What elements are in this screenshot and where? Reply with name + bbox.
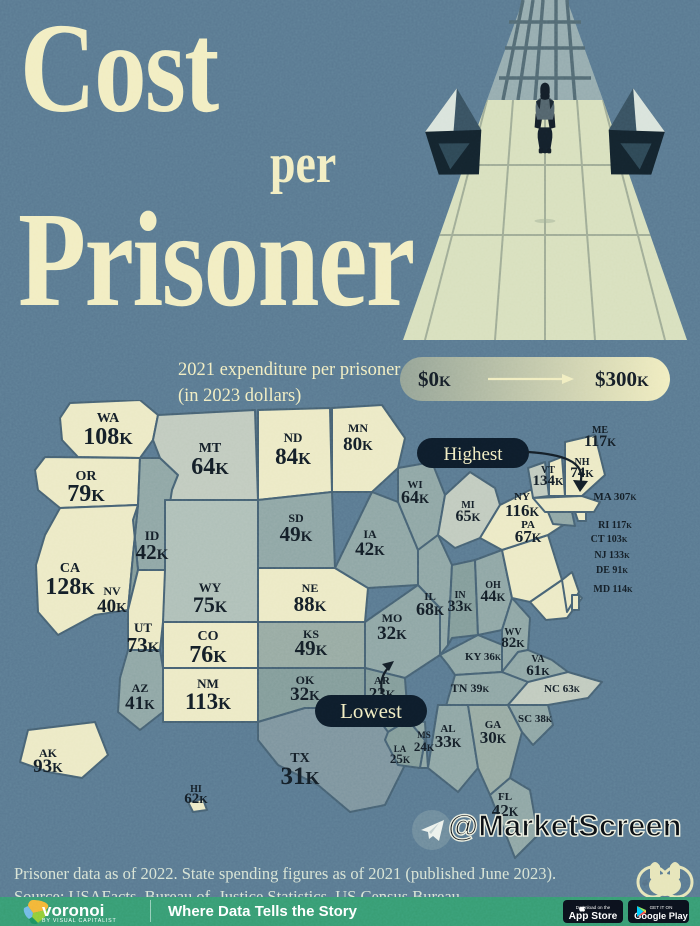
svg-text:32K: 32K [377, 623, 407, 644]
svg-text:93K: 93K [33, 756, 63, 777]
svg-text:RI 117K: RI 117K [598, 520, 632, 531]
svg-text:NJ 133K: NJ 133K [594, 550, 630, 561]
svg-text:82K: 82K [501, 635, 525, 651]
svg-text:40K: 40K [97, 596, 127, 617]
svg-text:62K: 62K [184, 791, 208, 807]
svg-text:KY 36K: KY 36K [465, 651, 502, 663]
svg-text:CT 103K: CT 103K [591, 534, 628, 545]
svg-text:31K: 31K [280, 763, 319, 790]
svg-text:MD 114K: MD 114K [593, 584, 633, 595]
svg-text:SC 38K: SC 38K [518, 713, 553, 725]
svg-text:GET IT ON: GET IT ON [650, 905, 673, 910]
svg-text:41K: 41K [125, 693, 155, 714]
svg-text:MN: MN [348, 421, 368, 435]
svg-text:80K: 80K [343, 434, 373, 455]
svg-text:MA 307K: MA 307K [593, 491, 637, 503]
svg-text:134K: 134K [533, 473, 565, 489]
svg-text:42K: 42K [355, 539, 385, 560]
svg-text:App Store: App Store [569, 911, 618, 922]
svg-text:DE 91K: DE 91K [596, 565, 628, 576]
svg-text:ND: ND [284, 430, 303, 445]
svg-text:117K: 117K [584, 433, 616, 450]
svg-text:NC 63K: NC 63K [544, 683, 581, 695]
svg-text:74K: 74K [570, 465, 594, 481]
svg-text:32K: 32K [290, 684, 320, 705]
svg-text:61K: 61K [526, 663, 550, 679]
svg-text:TN 39K: TN 39K [451, 681, 490, 695]
